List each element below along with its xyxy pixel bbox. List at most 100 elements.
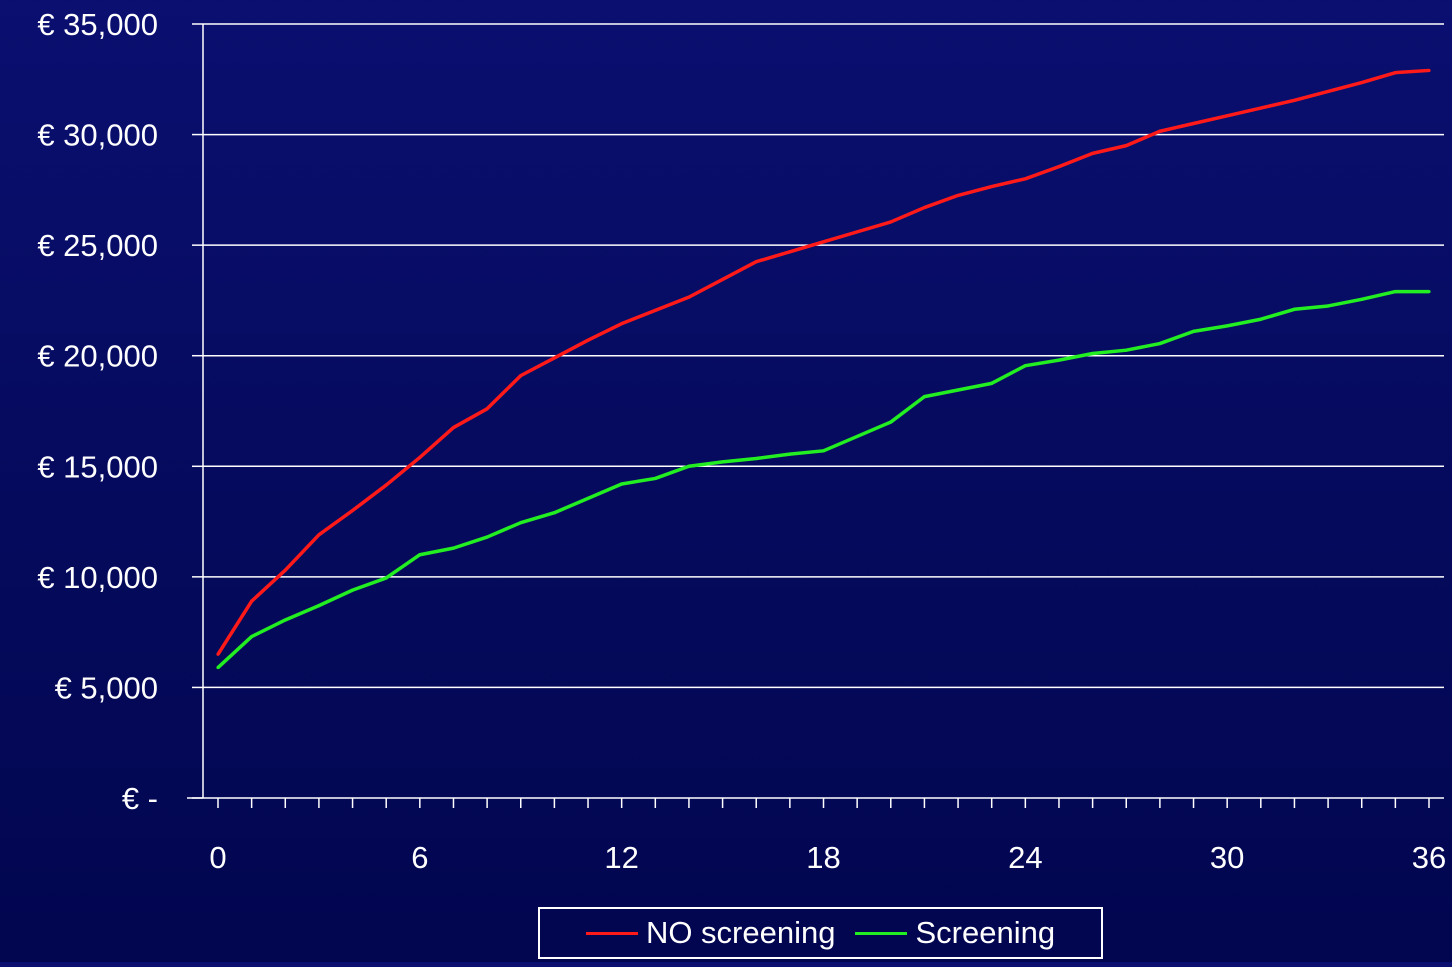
data-point-no-screening: [653, 308, 657, 312]
data-point-screening: [620, 482, 624, 486]
data-point-no-screening: [990, 184, 994, 189]
data-point-screening: [1259, 317, 1263, 321]
data-point-screening: [317, 604, 321, 608]
data-point-no-screening: [1326, 89, 1330, 94]
data-point-screening: [1191, 329, 1196, 333]
data-point-screening: [1225, 324, 1229, 328]
data-point-no-screening: [956, 193, 960, 197]
legend-label-no-screening: NO screening: [645, 915, 836, 950]
data-point-screening: [1023, 364, 1027, 368]
data-point-screening: [754, 456, 758, 461]
data-point-screening: [485, 535, 489, 539]
data-point-no-screening: [620, 322, 624, 326]
data-point-screening: [350, 588, 355, 592]
tick-labels: € - € 5,000 € 10,000 € 15,000 € 20,000 € 25,0…: [37, 7, 1446, 875]
y-tick-label: € 10,000: [37, 560, 158, 595]
series-line-screening: [216, 289, 1429, 669]
data-point-no-screening: [283, 568, 287, 572]
data-point-screening: [283, 618, 287, 622]
data-point-no-screening: [1023, 177, 1027, 181]
data-point-no-screening: [754, 260, 758, 264]
grid-lines: [203, 23, 1444, 689]
x-tick-label: 30: [1210, 840, 1244, 875]
x-tick-label: 12: [604, 840, 638, 875]
data-point-no-screening: [317, 533, 321, 537]
data-point-screening: [1158, 341, 1162, 346]
data-point-screening: [1360, 297, 1364, 301]
data-point-no-screening: [384, 483, 388, 487]
data-point-no-screening: [250, 599, 254, 603]
y-tick-label: € 15,000: [37, 449, 158, 484]
y-tick-label: € -: [122, 781, 158, 816]
chart-legend: NO screening Screening: [538, 907, 1103, 959]
data-point-no-screening: [1158, 129, 1162, 133]
y-tick-label: € 30,000: [37, 118, 158, 153]
y-tick-label: € 20,000: [37, 339, 158, 374]
data-point-screening: [384, 576, 388, 580]
legend-swatch-no-screening: [585, 931, 638, 935]
data-point-screening: [1091, 351, 1095, 356]
legend-item-no-screening: NO screening: [585, 915, 836, 951]
data-point-no-screening: [720, 277, 725, 282]
data-point-no-screening: [451, 425, 456, 430]
data-point-screening: [216, 665, 220, 670]
x-tick-label: 0: [209, 840, 226, 875]
data-point-no-screening: [1427, 68, 1431, 73]
legend-swatch-screening: [855, 931, 908, 935]
data-point-no-screening: [788, 250, 792, 254]
data-point-screening: [586, 496, 590, 500]
data-point-no-screening: [216, 652, 220, 656]
data-point-no-screening: [889, 220, 893, 224]
data-point-screening: [250, 634, 254, 639]
data-point-screening: [1427, 289, 1431, 294]
y-tick-label: € 25,000: [37, 228, 158, 263]
axes: [187, 23, 1444, 808]
data-point-no-screening: [418, 455, 422, 460]
data-point-no-screening: [855, 230, 859, 234]
data-point-screening: [821, 449, 826, 453]
data-point-screening: [687, 464, 691, 468]
x-tick-label: 24: [1008, 840, 1042, 875]
data-point-screening: [418, 553, 422, 557]
data-point-screening: [788, 452, 792, 456]
data-point-no-screening: [519, 374, 523, 378]
data-point-screening: [720, 460, 725, 464]
x-tick-label: 6: [411, 840, 428, 875]
x-tick-label: 18: [806, 840, 840, 875]
data-point-screening: [855, 434, 859, 439]
data-point-screening: [1326, 304, 1330, 308]
data-point-screening: [1124, 348, 1128, 352]
data-point-screening: [889, 420, 893, 424]
data-point-screening: [1292, 307, 1297, 311]
data-point-screening: [653, 476, 657, 481]
data-point-no-screening: [1057, 165, 1061, 169]
data-point-screening: [956, 388, 960, 392]
data-point-screening: [1393, 289, 1397, 294]
data-point-no-screening: [1091, 151, 1095, 155]
data-point-screening: [519, 521, 523, 525]
data-point-no-screening: [1292, 98, 1297, 102]
data-point-no-screening: [1360, 81, 1364, 85]
data-point-no-screening: [1393, 71, 1397, 75]
y-tick-label: € 5,000: [55, 670, 158, 705]
data-point-no-screening: [821, 240, 826, 244]
data-point-no-screening: [922, 205, 927, 210]
data-point-no-screening: [586, 338, 590, 342]
series-lines: [216, 68, 1431, 670]
legend-label-screening: Screening: [915, 915, 1056, 950]
data-point-no-screening: [1259, 106, 1263, 110]
data-point-no-screening: [1225, 114, 1229, 118]
data-point-screening: [451, 546, 456, 550]
data-point-screening: [990, 381, 994, 385]
data-point-screening: [922, 395, 927, 399]
data-point-no-screening: [552, 356, 556, 360]
x-tick-label: 36: [1412, 840, 1446, 875]
data-point-no-screening: [1124, 144, 1128, 148]
y-tick-label: € 35,000: [37, 7, 158, 42]
data-point-no-screening: [350, 508, 355, 513]
data-point-screening: [552, 511, 556, 515]
data-point-no-screening: [1191, 121, 1196, 126]
data-point-screening: [1057, 358, 1061, 362]
